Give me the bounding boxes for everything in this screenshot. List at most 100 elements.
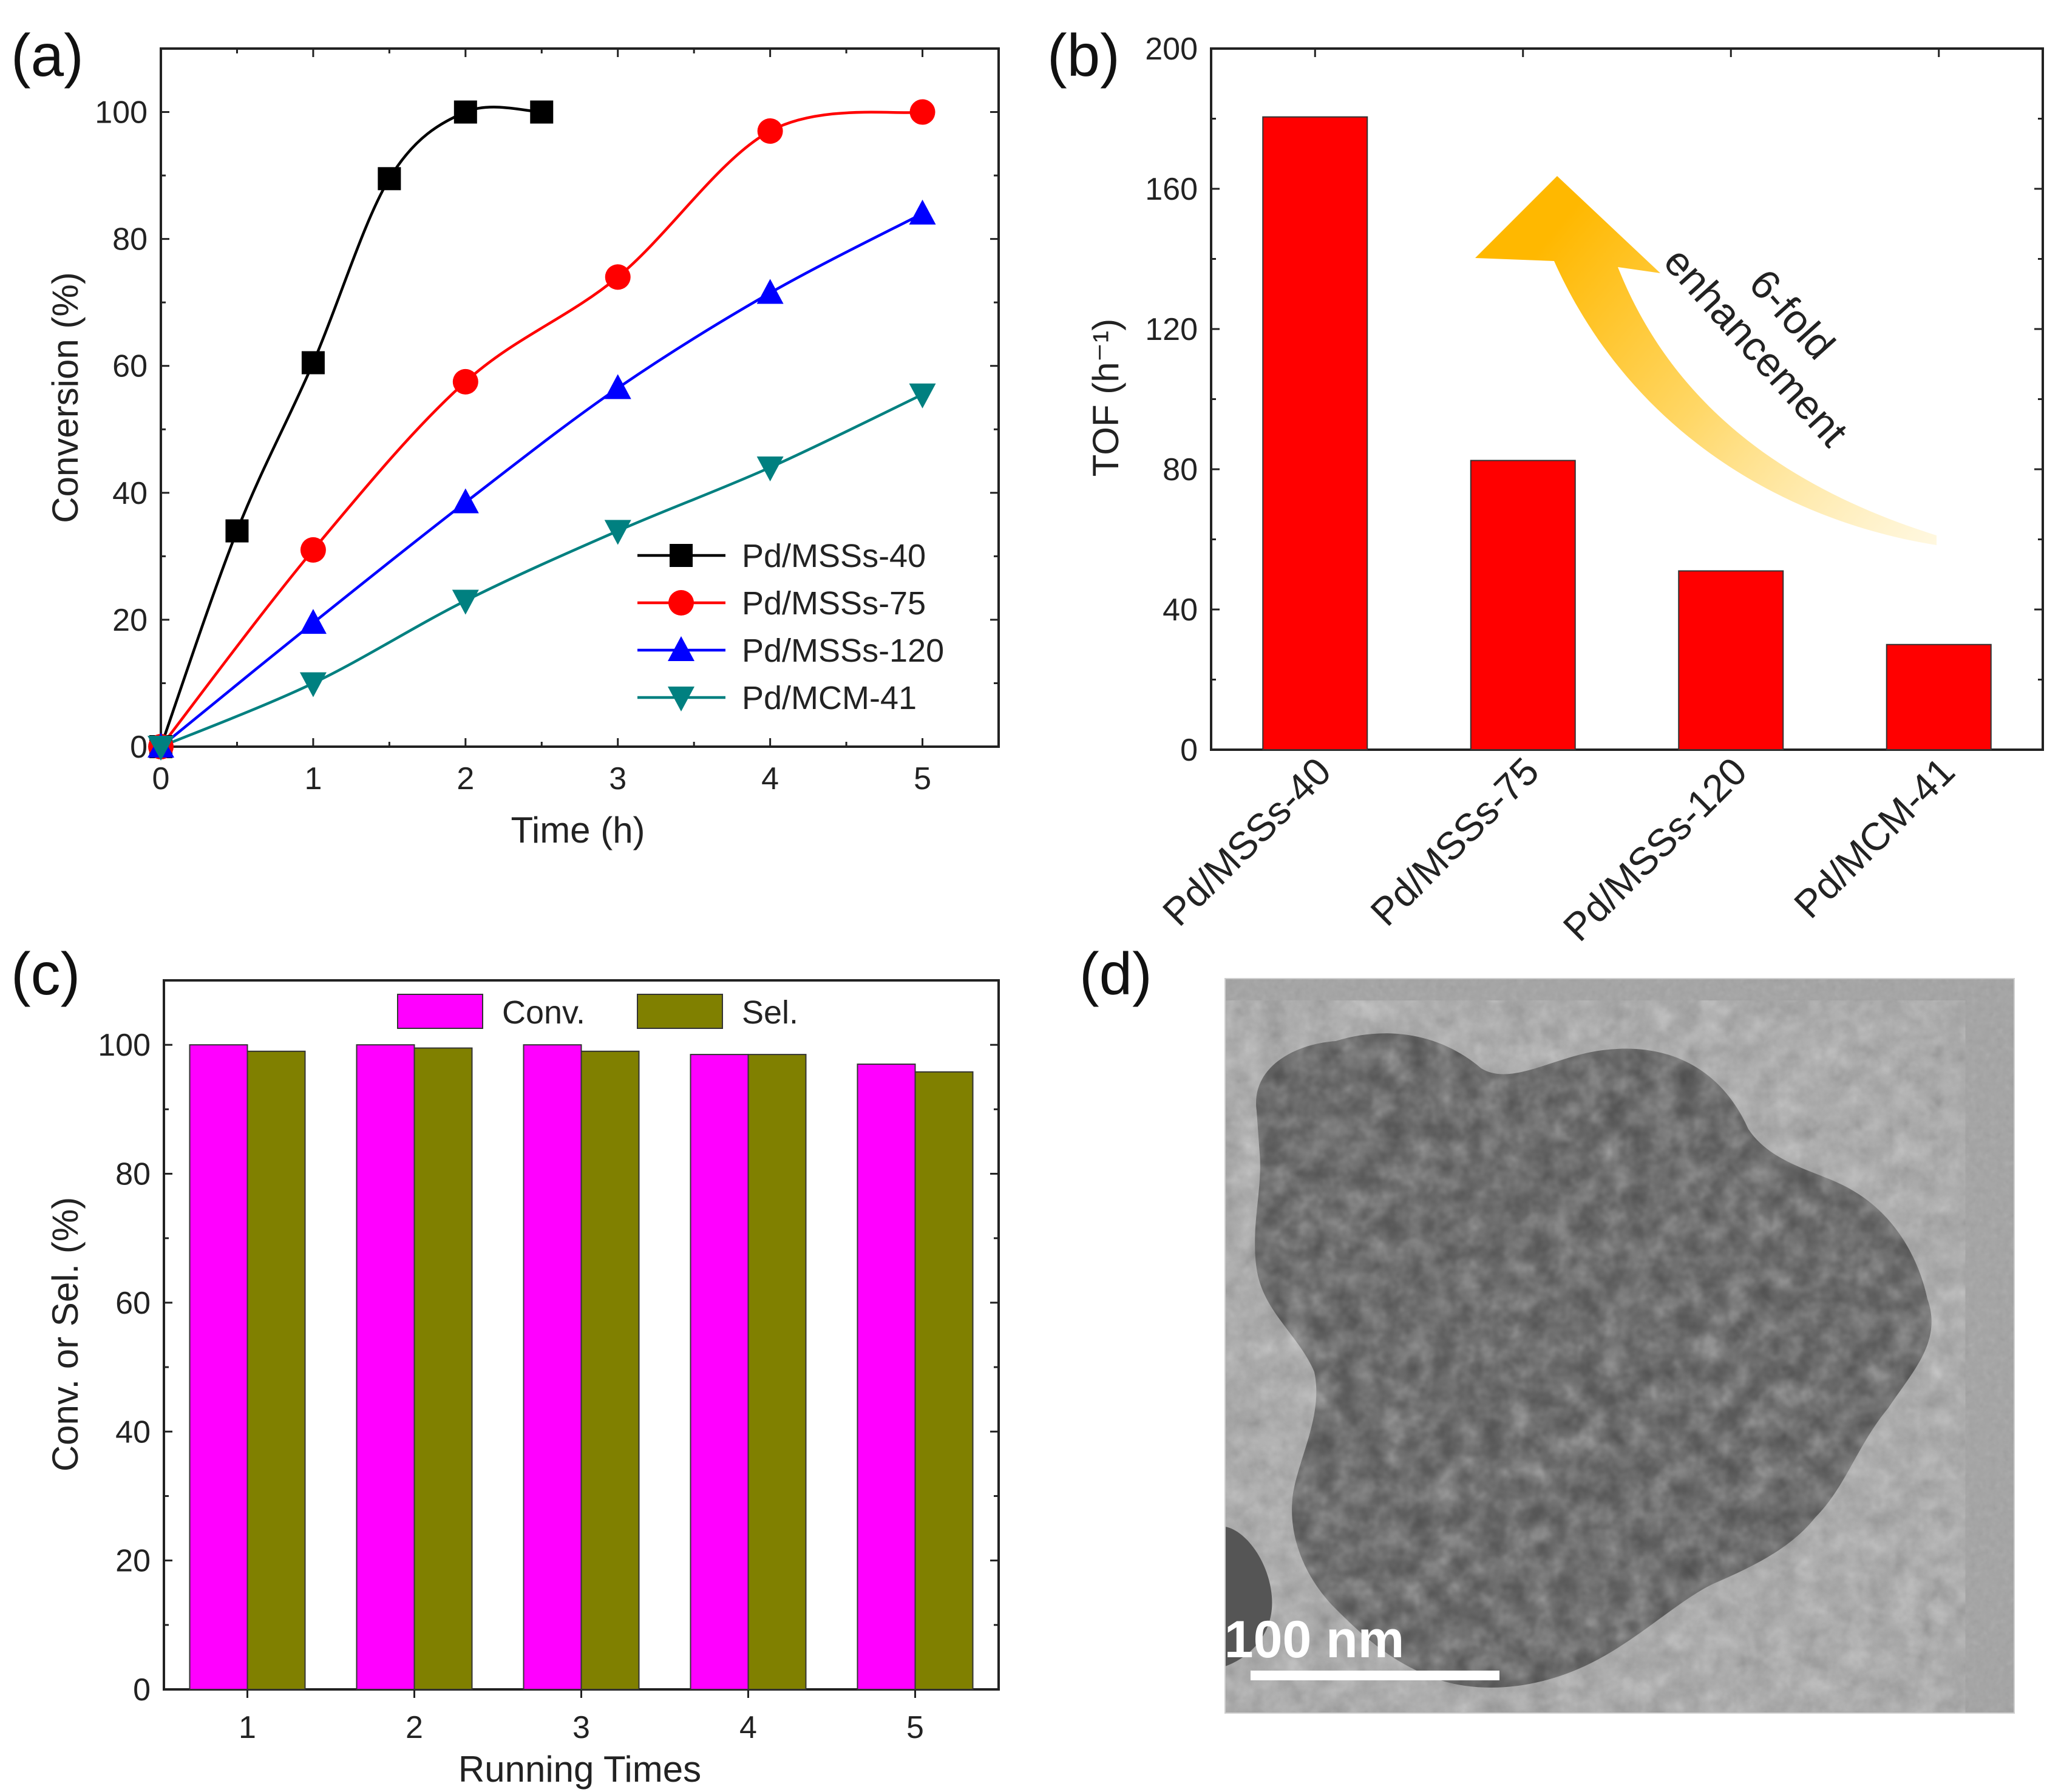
scale-bar-label: 100 nm — [1224, 1610, 1404, 1669]
data-point-marker — [756, 279, 784, 304]
bar — [914, 1071, 974, 1690]
bar — [1886, 643, 1992, 750]
data-point-marker — [300, 537, 326, 563]
data-point-marker — [605, 264, 631, 290]
panel-b-bar-chart: (b) 0 40 80 120 160 200 Pd/MSSs-40 Pd/MSSs-75 Pd… — [1047, 22, 2044, 949]
data-point-marker — [909, 199, 936, 225]
x-tick-label: 4 — [761, 761, 779, 796]
data-point-marker — [452, 589, 479, 615]
tem-particle-texture — [1255, 1033, 1932, 1688]
y-tick-label: 40 — [115, 1414, 151, 1450]
category-label: Pd/MSSs-120 — [1555, 749, 1755, 949]
data-point-marker — [453, 100, 477, 124]
panel-d-tem-image: (d) 100 nm — [1079, 940, 2015, 1714]
panel-a-y-axis-title: Conversion (%) — [45, 272, 86, 523]
y-tick-label: 0 — [133, 1672, 151, 1708]
panel-c-legend: Conv. Sel. — [397, 994, 798, 1031]
x-tick-label: 1 — [239, 1710, 256, 1745]
category-label: Pd/MSSs-75 — [1362, 749, 1547, 934]
panel-b-y-axis-title: TOF (h⁻¹) — [1085, 319, 1126, 477]
legend-swatch — [397, 994, 483, 1029]
legend-marker — [668, 636, 694, 661]
y-tick-label: 160 — [1145, 172, 1198, 207]
bar — [857, 1064, 916, 1690]
y-tick-label: 120 — [1145, 312, 1198, 347]
data-point-marker — [909, 383, 936, 409]
x-tick-label: 3 — [609, 761, 626, 796]
panel-c-axis-ticks: 0 20 40 60 80 100 1 2 3 4 5 — [98, 1028, 999, 1745]
bar — [747, 1054, 807, 1690]
data-point-marker — [378, 167, 401, 191]
panel-b-bars — [1262, 116, 1992, 750]
data-point-marker — [604, 520, 631, 545]
category-label: Pd/MSSs-40 — [1154, 749, 1339, 934]
data-point-marker — [452, 368, 478, 395]
y-tick-label: 80 — [1163, 452, 1198, 487]
panel-b-label: (b) — [1047, 22, 1120, 89]
x-tick-label: 5 — [906, 1710, 924, 1745]
y-tick-label: 100 — [98, 1028, 151, 1063]
x-tick-label: 0 — [152, 761, 170, 796]
legend-marker — [670, 544, 693, 567]
legend-label: Sel. — [742, 994, 798, 1031]
panel-c-bars — [189, 1044, 974, 1690]
panel-a-legend: Pd/MSSs-40 Pd/MSSs-75 Pd/MSSs-120 Pd/MCM-41 — [637, 538, 944, 716]
data-point-marker — [909, 99, 935, 125]
data-point-marker — [757, 118, 783, 144]
bar — [580, 1050, 640, 1690]
series-line — [160, 212, 923, 748]
bar — [1262, 116, 1368, 750]
x-tick-label: 3 — [572, 1710, 590, 1745]
y-tick-label: 40 — [112, 476, 148, 511]
data-point-marker — [530, 100, 554, 124]
tem-frame — [1224, 978, 2015, 1714]
x-tick-label: 1 — [304, 761, 322, 796]
legend-label: Conv. — [502, 994, 585, 1031]
enhancement-arrow-icon — [1475, 176, 1937, 545]
panel-a-line-chart: (a) 0 1 2 3 4 5 0 20 40 60 80 100 Time (h) Conversi… — [11, 22, 1000, 850]
y-tick-label: 20 — [115, 1544, 151, 1579]
y-tick-label: 0 — [1180, 733, 1198, 768]
data-point-marker — [148, 736, 174, 761]
scale-bar — [1251, 1671, 1499, 1680]
x-tick-label: 2 — [406, 1710, 423, 1745]
legend-label: Pd/MSSs-120 — [742, 633, 944, 669]
data-point-marker — [299, 609, 327, 634]
panel-d-label: (d) — [1079, 940, 1152, 1007]
legend-marker — [668, 687, 694, 711]
y-tick-label: 100 — [95, 95, 148, 131]
data-point-marker — [604, 374, 631, 399]
data-point-marker — [756, 456, 784, 481]
panel-c-label: (c) — [11, 940, 80, 1007]
y-tick-label: 20 — [112, 603, 148, 638]
y-tick-label: 80 — [112, 222, 148, 257]
y-tick-label: 40 — [1163, 592, 1198, 628]
x-tick-label: 5 — [914, 761, 931, 796]
x-tick-label: 2 — [457, 761, 474, 796]
bar — [413, 1047, 473, 1690]
panel-a-frame — [160, 47, 1000, 748]
tem-partial-particle — [1225, 1527, 1272, 1666]
panel-a-series-markers — [148, 99, 936, 761]
x-tick-label: 4 — [739, 1710, 757, 1745]
y-tick-label: 0 — [130, 730, 148, 765]
panel-a-label: (a) — [11, 22, 84, 89]
y-tick-label: 200 — [1145, 32, 1198, 67]
y-tick-label: 60 — [115, 1286, 151, 1321]
panel-a-x-axis-title: Time (h) — [511, 810, 645, 850]
bar — [356, 1044, 415, 1690]
legend-label: Pd/MSSs-75 — [742, 585, 926, 622]
y-tick-label: 60 — [112, 349, 148, 384]
bar — [246, 1050, 306, 1690]
panel-c-grouped-bar-chart: (c) 0 20 40 60 80 100 1 2 3 4 5 Running Times Conv… — [11, 940, 1000, 1790]
bar — [189, 1044, 248, 1690]
panel-c-x-axis-title: Running Times — [458, 1749, 701, 1790]
bar — [523, 1044, 582, 1690]
legend-label: Pd/MCM-41 — [742, 680, 917, 716]
series-line — [160, 393, 923, 748]
bar — [1678, 570, 1784, 750]
legend-marker — [668, 590, 694, 616]
panel-a-axis-ticks: 0 1 2 3 4 5 0 20 40 60 80 100 — [95, 49, 999, 796]
legend-swatch — [637, 994, 723, 1029]
